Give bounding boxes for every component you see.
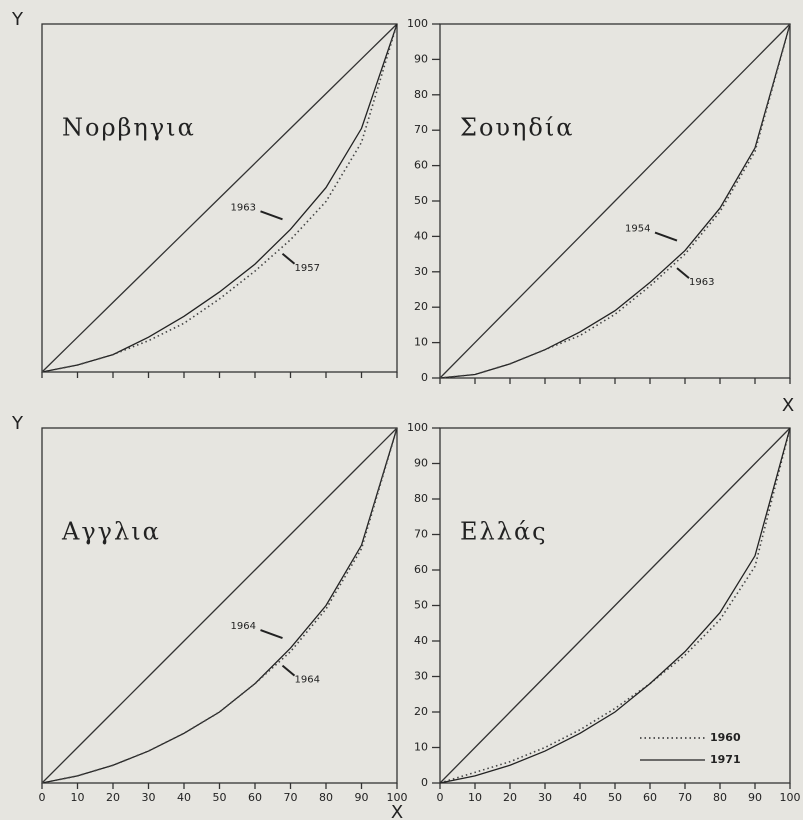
- y-tick-label: 0: [421, 371, 428, 384]
- y-tick-label: 30: [414, 265, 428, 278]
- y-tick-label: 20: [414, 705, 428, 718]
- x-tick-label: 70: [678, 791, 692, 804]
- y-tick-label: 80: [414, 88, 428, 101]
- x-tick-label: 50: [213, 791, 227, 804]
- x-tick-label: 10: [468, 791, 482, 804]
- series-line: [41, 23, 398, 373]
- annotation: 1954: [625, 224, 650, 235]
- x-tick-label: 80: [713, 791, 727, 804]
- y-tick-label: 50: [414, 194, 428, 207]
- annotation-leader: [260, 629, 283, 640]
- panel-title: Ελλάς: [460, 518, 548, 546]
- annotation: 1964: [295, 675, 320, 686]
- x-tick-label: 20: [106, 791, 120, 804]
- y-tick-label: 40: [414, 229, 428, 242]
- x-tick-label: 30: [538, 791, 552, 804]
- x-tick-label: 0: [437, 791, 444, 804]
- annotation-leader: [654, 231, 678, 242]
- x-tick-label: 40: [177, 791, 191, 804]
- panel-title: Αγγλια: [61, 518, 161, 546]
- legend-label: 1971: [710, 753, 741, 766]
- y-tick-label: 90: [414, 52, 428, 65]
- x-tick-label: 10: [71, 791, 85, 804]
- y-tick-label: 70: [414, 123, 428, 136]
- x-tick-label: 90: [355, 791, 369, 804]
- series-line: [439, 427, 791, 784]
- x-axis-label: X: [391, 802, 403, 820]
- annotation: 1957: [295, 263, 320, 274]
- annotation: 1963: [689, 277, 714, 288]
- x-tick-label: 60: [248, 791, 262, 804]
- series-line: [41, 427, 398, 784]
- x-tick-label: 50: [608, 791, 622, 804]
- series-line: [439, 23, 791, 379]
- annotation-leader: [281, 252, 296, 265]
- series-line: [439, 427, 791, 784]
- x-tick-label: 60: [643, 791, 657, 804]
- panel-title: Νορβηγια: [62, 114, 196, 142]
- x-tick-label: 90: [748, 791, 762, 804]
- series-line: [41, 23, 398, 373]
- y-tick-label: 100: [407, 17, 428, 30]
- legend-label: 1960: [710, 731, 741, 744]
- x-tick-label: 0: [39, 791, 46, 804]
- series-line: [41, 427, 398, 784]
- series-line: [41, 23, 398, 373]
- y-tick-label: 100: [407, 421, 428, 434]
- series-line: [439, 23, 791, 379]
- panel-title: Σουηδία: [460, 114, 574, 142]
- y-tick-label: 0: [421, 776, 428, 789]
- x-tick-label: 40: [573, 791, 587, 804]
- y-tick-label: 80: [414, 492, 428, 505]
- x-tick-label: 70: [284, 791, 298, 804]
- x-tick-label: 100: [387, 791, 408, 804]
- y-tick-label: 20: [414, 300, 428, 313]
- annotation-leader: [260, 210, 283, 221]
- y-tick-label: 70: [414, 528, 428, 541]
- y-tick-label: 10: [414, 741, 428, 754]
- y-tick-label: 60: [414, 159, 428, 172]
- annotation: 1963: [231, 202, 256, 213]
- x-axis-label: X: [782, 395, 794, 416]
- y-tick-label: 10: [414, 336, 428, 349]
- y-tick-label: 60: [414, 563, 428, 576]
- annotation: 1964: [231, 621, 256, 632]
- annotation-leader: [281, 664, 296, 677]
- x-tick-label: 30: [142, 791, 156, 804]
- x-tick-label: 100: [780, 791, 801, 804]
- x-tick-label: 80: [319, 791, 333, 804]
- y-axis-label: Y: [11, 413, 24, 434]
- y-tick-label: 40: [414, 634, 428, 647]
- y-tick-label: 30: [414, 670, 428, 683]
- y-tick-label: 50: [414, 599, 428, 612]
- x-tick-label: 20: [503, 791, 517, 804]
- series-line: [41, 427, 398, 784]
- y-axis-label: Y: [11, 9, 24, 30]
- y-tick-label: 90: [414, 457, 428, 470]
- annotation-leader: [676, 267, 690, 279]
